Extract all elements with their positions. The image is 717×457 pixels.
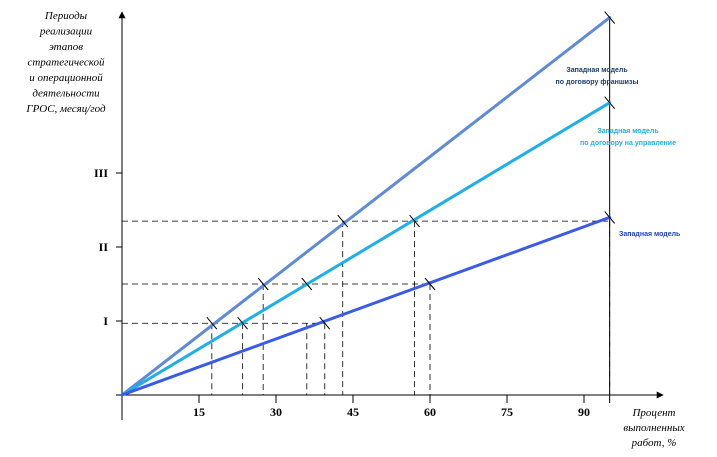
x-tick-label: 90 bbox=[578, 405, 590, 419]
markers bbox=[206, 11, 616, 330]
y-tick-label: I bbox=[103, 314, 108, 328]
y-axis-title-line: стратегической bbox=[27, 57, 105, 69]
series-label-line: Западная модель bbox=[597, 128, 659, 135]
series-lines bbox=[120, 16, 612, 397]
series-label-line: по договору франшизы bbox=[556, 79, 639, 86]
intersection-marker bbox=[301, 277, 313, 291]
intersection-marker bbox=[257, 277, 269, 291]
series-label-line: по договору на управление bbox=[580, 140, 676, 147]
y-axis-title-line: этапов bbox=[49, 41, 83, 53]
series-line bbox=[120, 16, 612, 397]
intersection-marker bbox=[604, 211, 616, 224]
y-tick-label: III bbox=[94, 166, 108, 180]
intersection-marker bbox=[237, 316, 249, 330]
intersection-marker bbox=[409, 214, 420, 228]
series-label-line: Западная модель bbox=[566, 67, 628, 74]
axes bbox=[116, 11, 664, 420]
x-tick-label: 75 bbox=[501, 405, 513, 419]
y-tick-label: II bbox=[99, 240, 109, 254]
y-axis-title-line: Периоды bbox=[44, 10, 88, 22]
series-line bbox=[120, 101, 612, 397]
intersection-marker bbox=[319, 316, 331, 330]
x-tick-label: 15 bbox=[193, 405, 205, 419]
y-axis-title-line: деятельности bbox=[32, 88, 100, 100]
x-axis-title-line: выполненных bbox=[623, 422, 684, 434]
intersection-marker bbox=[604, 11, 616, 24]
series-label-line: Западная модель bbox=[619, 231, 681, 238]
y-axis-title-line: и операционной bbox=[29, 72, 103, 84]
intersection-marker bbox=[206, 316, 218, 330]
intersection-marker bbox=[604, 96, 616, 110]
y-axis-title-line: реализации bbox=[39, 26, 93, 38]
x-axis-title-line: Процент bbox=[631, 407, 675, 419]
series-line bbox=[120, 215, 612, 397]
x-tick-label: 30 bbox=[270, 405, 282, 419]
guide-lines bbox=[122, 17, 611, 403]
intersection-marker bbox=[337, 214, 349, 228]
y-axis-title-line: ГРОС, месяц/год bbox=[25, 103, 106, 115]
x-tick-label: 60 bbox=[424, 405, 436, 419]
x-tick-label: 45 bbox=[347, 405, 359, 419]
intersection-marker bbox=[424, 277, 436, 291]
x-axis-title-line: работ, % bbox=[631, 437, 677, 449]
